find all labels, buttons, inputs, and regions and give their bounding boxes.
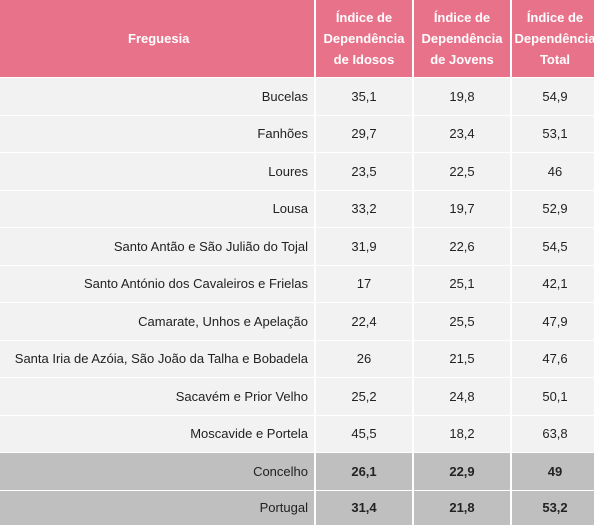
cell-value: 19,7 [414,190,510,228]
header-text: de Jovens [430,52,494,67]
cell-value: 22,4 [316,303,412,341]
cell-value: 52,9 [512,190,594,228]
cell-value: 23,5 [316,153,412,191]
row-label: Bucelas [0,78,314,116]
cell-value: 24,8 [414,378,510,416]
cell-value: 50,1 [512,378,594,416]
header-cell: Índice de Dependência de Jovens [414,0,510,78]
cell-value: 19,8 [414,78,510,116]
row-label: Santo António dos Cavaleiros e Frielas [0,265,314,303]
cell-value: 21,5 [414,340,510,378]
cell-value: 25,2 [316,378,412,416]
cell-value: 31,4 [316,490,412,526]
row-label: Camarate, Unhos e Apelação [0,303,314,341]
header-text: Total [539,52,571,67]
cell-value: 25,5 [414,303,510,341]
cell-value: 53,1 [512,115,594,153]
data-row: Bucelas 35,1 19,8 54,9 [0,78,594,116]
table-body: Bucelas 35,1 19,8 54,9 Fanhões 29,7 23,4 53,1 Lo… [0,78,594,526]
header-cell: Índice de Dependência de Idosos [316,0,412,78]
data-row: Loures 23,5 22,5 46 [0,153,594,191]
cell-value: 29,7 [316,115,412,153]
data-row: Santo António dos Cavaleiros e Frielas 17… [0,265,594,303]
table-header: Freguesia Índice de Dependência de Idosos Ín… [0,0,594,78]
row-label: Concelho [0,453,314,491]
header-text: Índice de [433,10,491,25]
cell-value: 53,2 [512,490,594,526]
cell-value: 49 [512,453,594,491]
header-text: Índice de [526,10,584,25]
row-label: Fanhões [0,115,314,153]
cell-value: 26,1 [316,453,412,491]
row-label: Sacavém e Prior Velho [0,378,314,416]
total-row: Portugal 31,4 21,8 53,2 [0,490,594,526]
header-text: Índice de [335,10,393,25]
row-label: Lousa [0,190,314,228]
cell-value: 54,9 [512,78,594,116]
cell-value: 17 [316,265,412,303]
cell-value: 47,9 [512,303,594,341]
data-row: Moscavide e Portela 45,5 18,2 63,8 [0,415,594,453]
cell-value: 45,5 [316,415,412,453]
cell-value: 25,1 [414,265,510,303]
cell-value: 22,5 [414,153,510,191]
header-row: Freguesia Índice de Dependência de Idosos Ín… [0,0,594,78]
row-label: Loures [0,153,314,191]
data-row: Lousa 33,2 19,7 52,9 [0,190,594,228]
cell-value: 18,2 [414,415,510,453]
cell-value: 54,5 [512,228,594,266]
row-label: Santa Iria de Azóia, São João da Talha e… [0,340,314,378]
cell-value: 26 [316,340,412,378]
row-label: Moscavide e Portela [0,415,314,453]
cell-value: 21,8 [414,490,510,526]
data-row: Santa Iria de Azóia, São João da Talha e… [0,340,594,378]
cell-value: 33,2 [316,190,412,228]
header-text: Dependência [514,31,594,46]
cell-value: 63,8 [512,415,594,453]
total-row: Concelho 26,1 22,9 49 [0,453,594,491]
data-row: Sacavém e Prior Velho 25,2 24,8 50,1 [0,378,594,416]
header-text: Dependência [323,31,405,46]
cell-value: 22,9 [414,453,510,491]
cell-value: 47,6 [512,340,594,378]
header-text: de Idosos [333,52,395,67]
data-row: Fanhões 29,7 23,4 53,1 [0,115,594,153]
header-text: Dependência [421,31,503,46]
data-row: Santo Antão e São Julião do Tojal 31,9 22,… [0,228,594,266]
cell-value: 42,1 [512,265,594,303]
cell-value: 31,9 [316,228,412,266]
cell-value: 35,1 [316,78,412,116]
row-label: Portugal [0,490,314,526]
header-text: Freguesia [128,31,190,46]
cell-value: 22,6 [414,228,510,266]
header-cell: Freguesia [0,0,314,78]
cell-value: 23,4 [414,115,510,153]
header-cell: Índice de Dependência Total [512,0,594,78]
cell-value: 46 [512,153,594,191]
data-row: Camarate, Unhos e Apelação 22,4 25,5 47,9 [0,303,594,341]
row-label: Santo Antão e São Julião do Tojal [0,228,314,266]
